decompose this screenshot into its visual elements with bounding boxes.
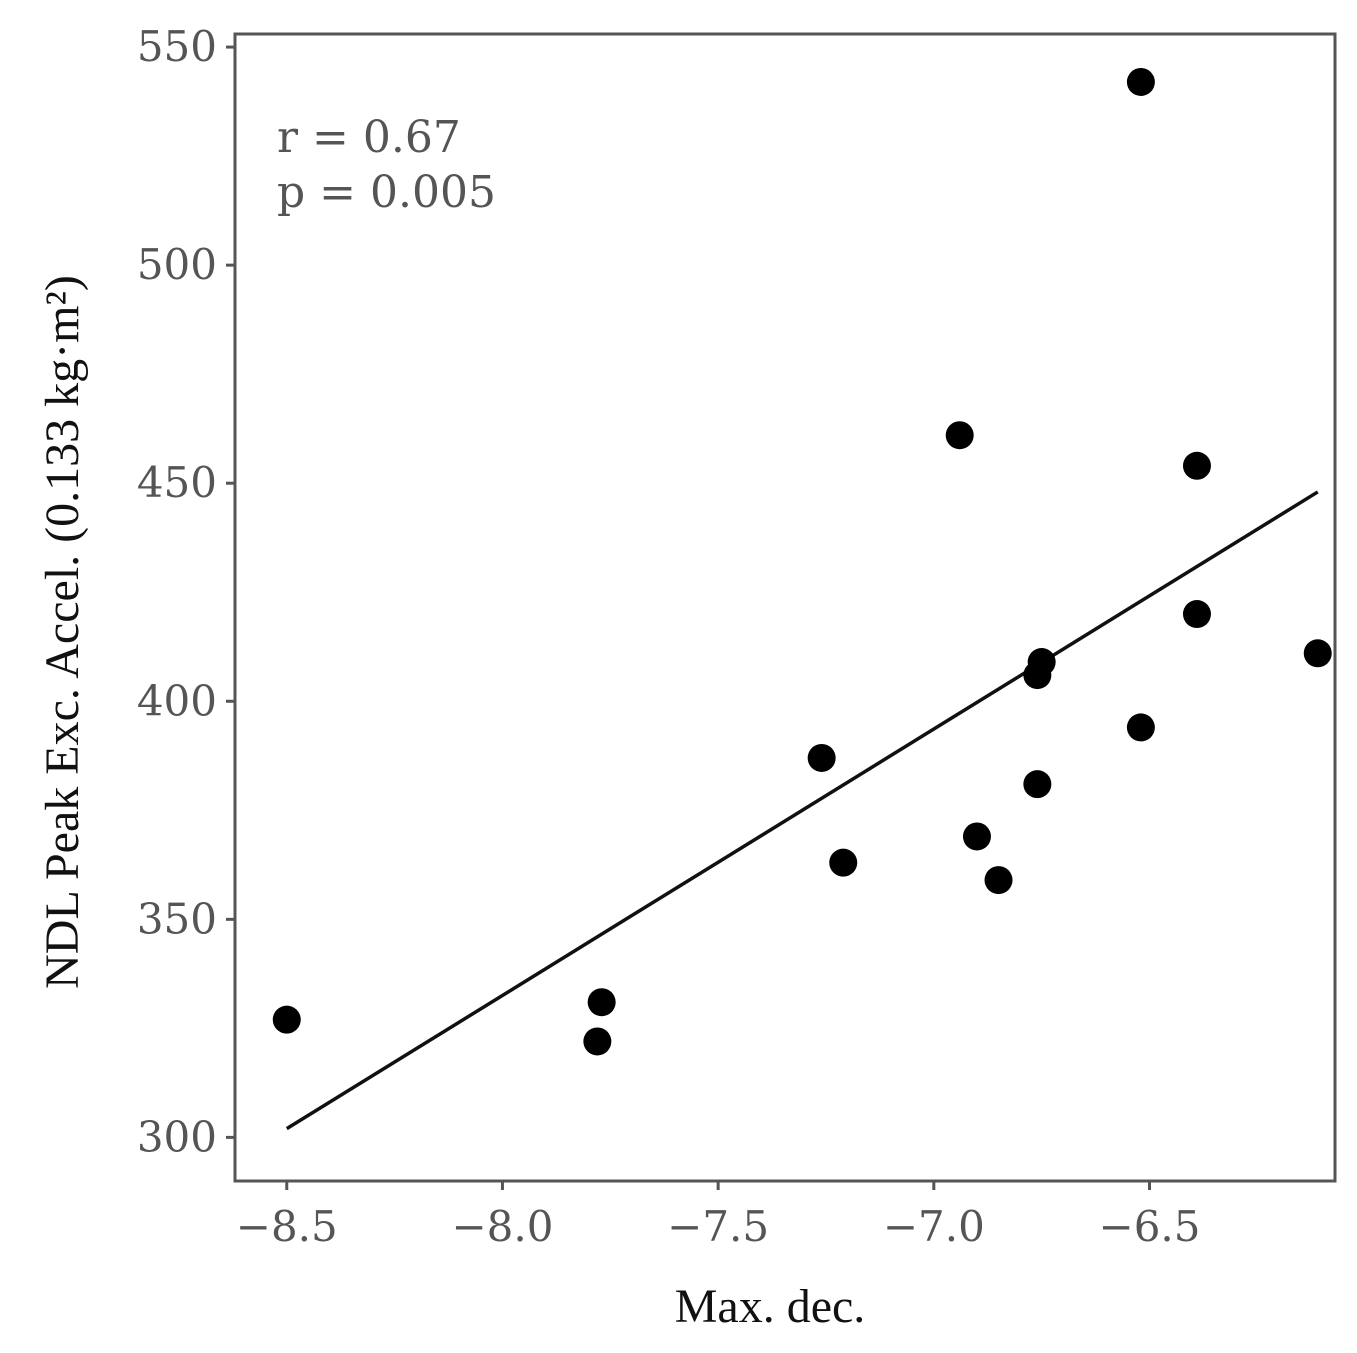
regression-line xyxy=(285,490,1319,1131)
data-point xyxy=(1126,713,1155,742)
data-point xyxy=(1023,770,1052,799)
data-point xyxy=(583,1027,612,1056)
data-point xyxy=(1182,451,1211,480)
data-point xyxy=(1303,639,1332,668)
x-tick-label: −8.5 xyxy=(236,1202,338,1251)
y-tick-label: 450 xyxy=(137,458,217,507)
x-tick-label: −7.0 xyxy=(883,1202,985,1251)
data-point xyxy=(272,1005,301,1034)
y-tick-label: 550 xyxy=(137,22,217,71)
y-tick-label: 350 xyxy=(137,894,217,943)
data-point xyxy=(829,848,858,877)
annotation-r: r = 0.67 xyxy=(277,112,461,163)
x-tick-label: −7.5 xyxy=(667,1202,769,1251)
data-point xyxy=(1182,600,1211,629)
data-point xyxy=(1126,67,1155,96)
x-axis-title: Max. dec. xyxy=(675,1280,866,1333)
data-point xyxy=(587,988,616,1017)
y-tick-label: 400 xyxy=(137,676,217,725)
data-point xyxy=(962,822,991,851)
y-tick-label: 500 xyxy=(137,240,217,289)
x-axis: −8.5 −8.0 −7.5 −7.0 −6.5 xyxy=(236,1181,1201,1251)
x-tick-label: −6.5 xyxy=(1099,1202,1201,1251)
y-tick-label: 300 xyxy=(137,1112,217,1161)
data-point xyxy=(984,866,1013,895)
data-point xyxy=(1027,648,1056,677)
plot-frame xyxy=(233,32,1337,1183)
y-axis: 300 350 400 450 500 550 xyxy=(137,22,235,1161)
data-point xyxy=(945,421,974,450)
data-point xyxy=(807,743,836,772)
x-tick-label: −8.0 xyxy=(451,1202,553,1251)
y-axis-title: NDL Peak Exc. Accel. (0.133 kg·m²) xyxy=(36,275,89,989)
annotation-p: p = 0.005 xyxy=(277,167,496,218)
data-points xyxy=(272,67,1332,1056)
